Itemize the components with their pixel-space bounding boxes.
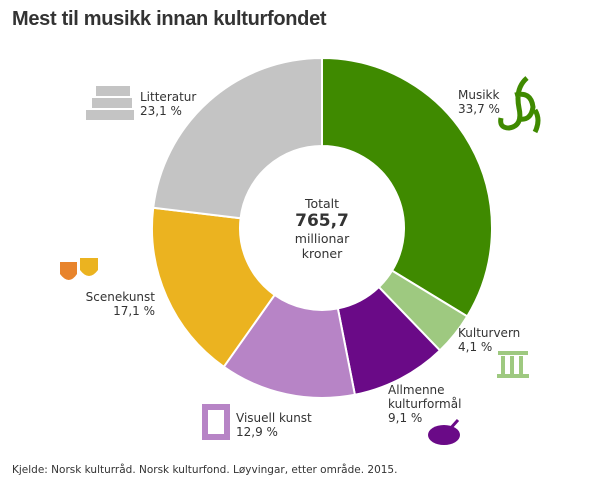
- donut-segment: [152, 56, 323, 220]
- donut-segment: [321, 56, 493, 318]
- donut-segment: [151, 206, 277, 369]
- segment-label: Visuell kunst 12,9 %: [236, 411, 312, 439]
- icons: [60, 76, 541, 445]
- palette-icon: [428, 418, 460, 445]
- segment-label: Scenekunst 17,1 %: [60, 290, 155, 318]
- value-label: 17,1 %: [113, 304, 155, 318]
- center-text: millionar: [294, 231, 350, 246]
- chart-title: Mest til musikk innan kulturfondet: [12, 8, 327, 30]
- value-label: 23,1 %: [140, 104, 182, 118]
- center-label: Totalt 765,7 millionar kroner: [262, 196, 382, 261]
- source-note: Kjelde: Norsk kulturråd. Norsk kulturfon…: [12, 464, 398, 476]
- category-name: Allmenne kulturformål: [388, 383, 462, 411]
- category-name: Visuell kunst: [236, 411, 312, 425]
- category-name: Scenekunst: [85, 290, 155, 304]
- segment-label: Litteratur 23,1 %: [140, 90, 196, 118]
- value-label: 9,1 %: [388, 411, 423, 425]
- frame-icon: [202, 404, 230, 440]
- category-name: Litteratur: [140, 90, 197, 104]
- category-name: Musikk: [458, 88, 500, 102]
- category-name: Kulturvern: [458, 326, 521, 340]
- music-icon: [498, 76, 541, 134]
- segment-label: Allmenne kulturformål 9,1 %: [388, 383, 478, 425]
- segment-label: Kulturvern 4,1 %: [458, 326, 520, 354]
- column-icon: [497, 351, 529, 378]
- center-text: kroner: [301, 246, 343, 261]
- value-label: 4,1 %: [458, 340, 493, 354]
- books-icon: [86, 86, 134, 120]
- value-label: 12,9 %: [236, 425, 278, 439]
- masks-icon: [60, 258, 98, 280]
- segment-label: Musikk 33,7 %: [458, 88, 500, 116]
- center-total: 765,7: [295, 211, 349, 231]
- center-text: Totalt: [304, 196, 340, 211]
- value-label: 33,7 %: [458, 102, 500, 116]
